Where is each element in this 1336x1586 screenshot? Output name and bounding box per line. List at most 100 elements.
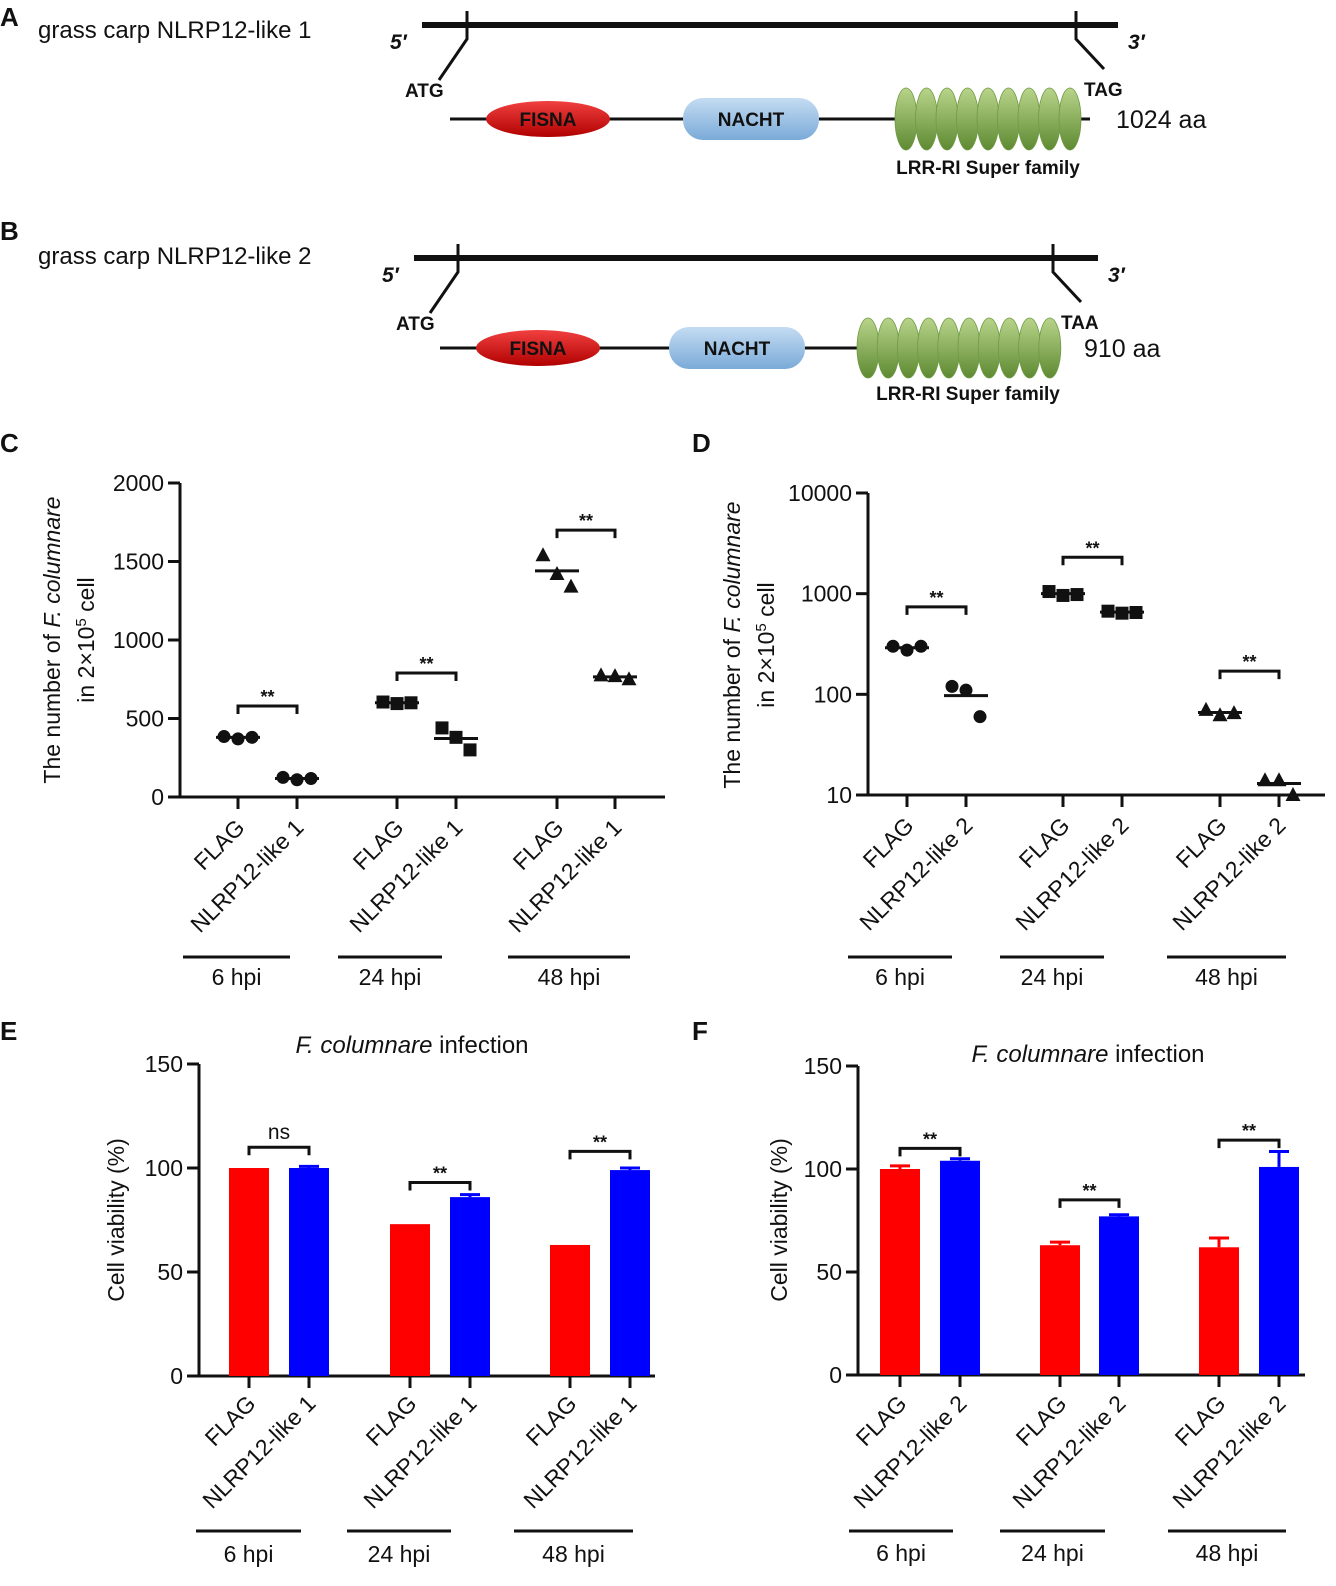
group-label: 6 hpi — [875, 964, 925, 990]
bar — [610, 1170, 650, 1376]
y-tick-label: 1000 — [801, 581, 852, 607]
significance-label: ** — [1082, 1181, 1096, 1201]
significance-bracket — [898, 1146, 962, 1157]
y-axis-title-unit: cell — [73, 577, 99, 618]
lrr-repeat — [997, 87, 1020, 151]
y-axis-title-line2: in 2×105 cell — [753, 582, 780, 707]
data-point-square — [463, 743, 477, 757]
data-point-square — [1056, 588, 1070, 602]
stop-codon-label: TAG — [1084, 80, 1123, 101]
significance-bracket — [568, 1149, 632, 1160]
panel-letter-a: A — [0, 2, 19, 32]
five-prime-label: 5′ — [390, 31, 408, 54]
y-tick-label: 2000 — [113, 470, 164, 496]
data-point-triangle — [1212, 707, 1228, 722]
data-point-circle — [973, 710, 987, 724]
lrr-repeat — [935, 87, 959, 151]
lrr-family-label: LRR-RI Super family — [876, 384, 1060, 405]
significance-bracket — [395, 671, 458, 681]
gene-diagram-b: grass carp NLRP12-like 2 5′ 3′ ATG TAA FISNA N… — [38, 243, 1161, 405]
group-label: 48 hpi — [542, 1541, 605, 1567]
lrr-repeat — [917, 317, 940, 379]
y-tick-label: 0 — [151, 784, 164, 810]
data-point-circle — [231, 732, 245, 746]
group-label: 48 hpi — [1195, 964, 1258, 990]
significance-bracket — [408, 1181, 472, 1191]
data-point-square — [1042, 585, 1056, 599]
significance-bracket — [905, 605, 968, 615]
y-axis-title-species: F. columnare — [39, 496, 65, 627]
protein-length-label: 1024 aa — [1116, 106, 1206, 134]
fisna-label: FISNA — [520, 110, 577, 131]
stop-codon-marker — [1074, 11, 1106, 71]
data-point-circle — [945, 679, 959, 693]
five-prime-label: 5′ — [382, 264, 400, 287]
lrr-repeat — [1038, 317, 1062, 379]
significance-bracket — [1217, 1138, 1281, 1149]
significance-bracket — [1218, 669, 1281, 680]
lrr-repeat — [977, 317, 1001, 379]
chart-d: 10 100 1000 10000 The number of F. columnare… — [719, 480, 1325, 990]
three-prime-label: 3′ — [1128, 31, 1146, 54]
significance-bracket — [236, 704, 299, 714]
fisna-domain — [476, 330, 600, 366]
panel-letter-c: C — [0, 428, 19, 458]
group-label: 24 hpi — [359, 964, 422, 990]
y-tick-label: 100 — [804, 1156, 842, 1182]
group-label: 24 hpi — [1021, 1540, 1084, 1566]
data-point-triangle — [549, 566, 565, 581]
nacht-label: NACHT — [704, 339, 771, 360]
y-axis-title-line2: in 2×105 cell — [73, 577, 100, 702]
y-tick-label: 50 — [157, 1259, 183, 1285]
bar — [450, 1197, 490, 1376]
lrr-repeat — [957, 317, 981, 379]
panel-letter-b: B — [0, 216, 19, 246]
significance-label: ** — [579, 511, 593, 531]
significance-bracket — [247, 1145, 311, 1156]
bar — [229, 1168, 269, 1376]
significance-label: ** — [1242, 1121, 1256, 1141]
gene-title: grass carp NLRP12-like 1 — [38, 17, 311, 44]
protein-length-label: 910 aa — [1084, 335, 1161, 363]
panel-letter-d: D — [692, 428, 711, 458]
gene-title: grass carp NLRP12-like 2 — [38, 243, 311, 270]
nacht-domain — [683, 98, 819, 140]
significance-label: ** — [419, 654, 433, 674]
chart-e: 0 50 100 150 Cell viability (%) F. columnare … — [103, 1032, 655, 1567]
bar — [1199, 1247, 1239, 1375]
lrr-repeat — [915, 87, 938, 151]
y-axis-title-species: F. columnare — [719, 501, 745, 632]
significance-bracket — [1058, 1198, 1121, 1208]
y-axis-title-prefix: The number of — [39, 628, 65, 784]
significance-label: ** — [1242, 652, 1256, 672]
bar — [880, 1169, 920, 1375]
bar — [1259, 1166, 1299, 1375]
chart-title-species: F. columnare — [295, 1032, 432, 1059]
bar — [1099, 1216, 1139, 1375]
lrr-repeat — [1018, 317, 1041, 379]
significance-bracket — [1061, 555, 1124, 566]
y-tick-label: 0 — [829, 1362, 842, 1388]
group-label: 48 hpi — [1196, 1540, 1259, 1566]
three-prime-label: 3′ — [1108, 264, 1126, 287]
y-tick-label: 10 — [826, 782, 852, 808]
data-point-square — [435, 721, 449, 735]
lrr-repeat — [976, 87, 1000, 151]
start-codon-label: ATG — [405, 81, 444, 102]
significance-label: ** — [433, 1164, 447, 1184]
significance-label: ** — [260, 687, 274, 707]
bar — [550, 1244, 590, 1376]
stop-codon-marker — [1051, 244, 1083, 304]
data-point-triangle — [1285, 787, 1301, 801]
chart-title-rest: infection — [1108, 1041, 1204, 1068]
nacht-label: NACHT — [718, 110, 785, 131]
y-axis-title-exponent: 5 — [73, 618, 90, 626]
significance-label: ** — [1085, 538, 1099, 558]
data-point-triangle — [593, 667, 609, 682]
group-label: 6 hpi — [212, 964, 262, 990]
y-axis-title-exponent: 5 — [753, 623, 770, 631]
fisna-domain — [486, 101, 610, 137]
y-tick-label: 500 — [126, 706, 164, 732]
y-axis-title-prefix: The number of — [719, 633, 745, 789]
y-tick-label: 100 — [145, 1155, 183, 1181]
